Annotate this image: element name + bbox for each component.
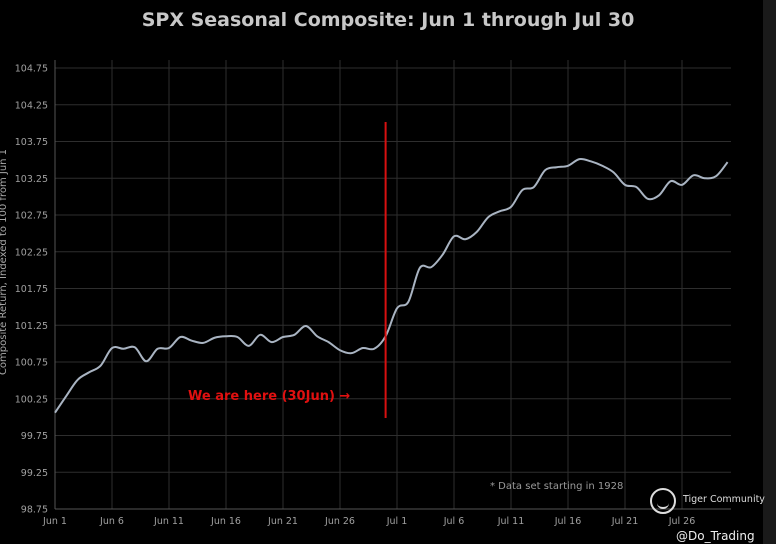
x-tick-label: Jun 16 bbox=[210, 516, 241, 527]
y-tick-label: 102.25 bbox=[15, 247, 48, 258]
x-tick-label: Jun 11 bbox=[153, 516, 184, 527]
x-tick-label: Jul 26 bbox=[668, 516, 696, 527]
y-tick-label: 101.75 bbox=[15, 284, 48, 295]
x-tick-label: Jun 26 bbox=[324, 516, 355, 527]
x-tick-label: Jun 21 bbox=[267, 516, 298, 527]
y-tick-label: 103.25 bbox=[15, 174, 48, 185]
chart-title: SPX Seasonal Composite: Jun 1 through Ju… bbox=[141, 9, 635, 31]
tiger-logo-icon bbox=[650, 488, 676, 514]
y-tick-label: 99.75 bbox=[21, 431, 48, 442]
y-tick-label: 100.75 bbox=[15, 358, 48, 369]
composite-series-line bbox=[54, 157, 729, 414]
y-tick-label: 98.75 bbox=[21, 505, 48, 516]
x-tick-label: Jul 11 bbox=[497, 516, 525, 527]
watermark-handle: @Do_Trading bbox=[676, 529, 755, 543]
x-tick-label: Jun 6 bbox=[99, 516, 124, 527]
x-tick-label: Jul 16 bbox=[554, 516, 582, 527]
image-frame bbox=[763, 0, 776, 544]
y-tick-label: 103.75 bbox=[15, 137, 48, 148]
y-tick-label: 101.25 bbox=[15, 321, 48, 332]
x-tick-label: Jul 1 bbox=[386, 516, 408, 527]
y-tick-label: 104.75 bbox=[15, 64, 48, 75]
x-tick-label: Jun 1 bbox=[42, 516, 67, 527]
y-tick-label: 104.25 bbox=[15, 100, 48, 111]
data-source-note: * Data set starting in 1928 bbox=[490, 481, 624, 492]
y-tick-label: 102.75 bbox=[15, 211, 48, 222]
y-tick-label: 99.25 bbox=[21, 468, 48, 479]
current-position-annotation: We are here (30Jun) → bbox=[188, 389, 351, 404]
y-tick-label: 100.25 bbox=[15, 394, 48, 405]
y-axis-label: Composite Return, Indexed to 100 from Ju… bbox=[0, 149, 9, 376]
x-tick-label: Jul 6 bbox=[443, 516, 465, 527]
watermark-brand: Tiger Community bbox=[683, 494, 765, 505]
x-tick-label: Jul 21 bbox=[611, 516, 639, 527]
